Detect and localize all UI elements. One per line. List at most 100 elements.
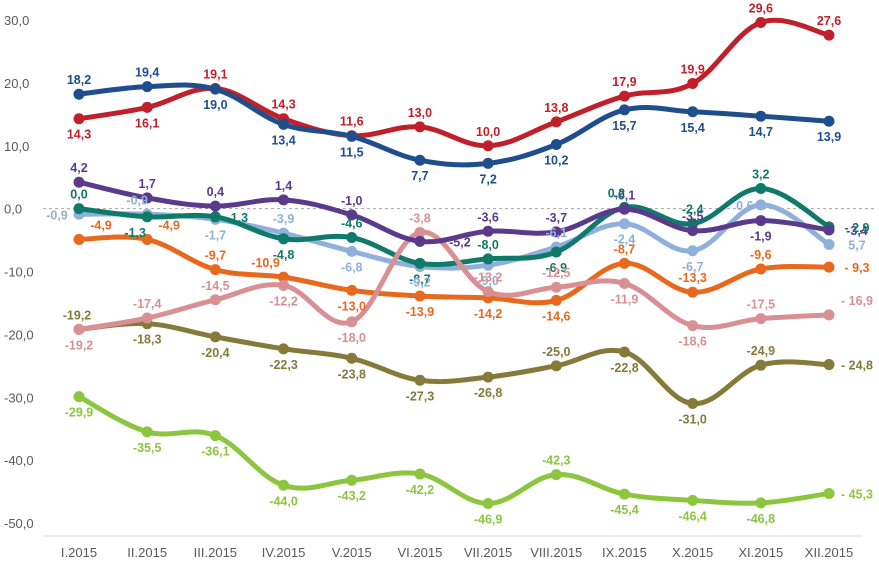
data-label: -19,2 <box>65 338 94 352</box>
data-point <box>209 264 221 276</box>
data-label: 16,1 <box>135 116 159 130</box>
data-point <box>755 497 767 509</box>
data-label: -3,7 <box>545 211 567 225</box>
data-label: -1,3 <box>227 211 249 225</box>
data-label: -4,8 <box>273 248 295 262</box>
data-label: 3,2 <box>752 168 769 182</box>
series-blue <box>73 81 835 169</box>
data-label: -9,2 <box>409 275 431 289</box>
series-pink-labels: -19,2-17,4-14,5-12,2-18,0-3,8-13,2 -12,5-… <box>65 212 873 353</box>
data-label: -6,1 <box>545 226 567 240</box>
data-label: -1,3 <box>124 226 146 240</box>
data-point <box>73 391 85 403</box>
data-point <box>414 374 426 386</box>
data-point <box>687 398 699 410</box>
data-label: 19,9 <box>680 63 704 77</box>
x-tick-label: X.2015 <box>672 545 713 560</box>
data-point <box>346 284 358 296</box>
data-point <box>141 192 153 204</box>
data-point <box>823 238 835 250</box>
data-label: -1,9 <box>750 230 772 244</box>
data-label: 15,7 <box>612 119 636 133</box>
y-tick-label: -50,0 <box>4 516 34 531</box>
series-line <box>76 394 832 507</box>
data-label: -35,5 <box>133 441 162 455</box>
data-label: 18,2 <box>67 73 91 87</box>
series-blue-labels: 18,2 19,4 19,0 13,4 11,5 7,7 7,2 10,2 15,7 15,4 14… <box>67 66 841 187</box>
data-label: -18,3 <box>133 333 162 347</box>
data-point <box>618 257 630 269</box>
data-label: -27,3 <box>406 389 435 403</box>
data-point <box>278 118 290 130</box>
data-point <box>278 233 290 245</box>
x-tick-label: I.2015 <box>61 545 97 560</box>
series-olive-labels: -19,2 -18,3 -20,4 -22,3 -23,8 -27,3 -26,8 -25,0… <box>63 308 873 426</box>
data-point <box>414 154 426 166</box>
data-label: 1,7 <box>138 177 155 191</box>
data-point <box>278 279 290 291</box>
data-label: -6,7 <box>682 260 704 274</box>
data-point <box>209 200 221 212</box>
x-tick-label: VIII.2015 <box>530 545 582 560</box>
data-label: -8,0 <box>477 238 499 252</box>
data-label: 11,5 <box>340 145 364 159</box>
data-label: -20,4 <box>201 346 230 360</box>
data-label: 10,0 <box>476 125 500 139</box>
data-point <box>482 286 494 298</box>
data-label: 7,2 <box>479 172 496 186</box>
data-label: - 9,3 <box>844 261 869 275</box>
data-point <box>278 343 290 355</box>
data-point <box>755 199 767 211</box>
data-label: -2,4 <box>614 233 636 247</box>
data-label: 7,7 <box>411 169 428 183</box>
data-label: - 24,8 <box>841 359 873 373</box>
data-point <box>755 263 767 275</box>
data-label: -42,2 <box>406 483 435 497</box>
data-point <box>823 359 835 371</box>
data-label: 11,6 <box>340 115 364 129</box>
data-point <box>346 232 358 244</box>
data-point <box>414 227 426 239</box>
data-point <box>618 203 630 215</box>
data-point <box>141 211 153 223</box>
series-line <box>76 82 832 168</box>
data-point <box>550 138 562 150</box>
data-label: -4,6 <box>341 217 363 231</box>
data-point <box>209 294 221 306</box>
y-tick-label: -10,0 <box>4 265 34 280</box>
data-label: -11,9 <box>611 292 639 306</box>
data-label: -3,5 <box>682 210 704 224</box>
data-label: -9,7 <box>205 249 227 263</box>
data-point <box>209 83 221 95</box>
data-label: -13,3 <box>678 271 707 285</box>
x-tick-label: IV.2015 <box>262 545 306 560</box>
series-lightblue-labels: -0,9 -0,9 -1,7 -3,9 -6,8 -9,2 -9,0 -6,1 -2,4 -6,7… <box>46 193 866 289</box>
series-teal-labels: 0,0 -1,3 -1,3 -4,8 -4,6 -8,7 -8,0 -6,9 0,2 -2,4 3,… <box>70 168 869 287</box>
data-point <box>346 474 358 486</box>
data-label: -1,7 <box>205 228 227 242</box>
data-label: 5,7 <box>848 238 865 252</box>
data-point <box>141 101 153 113</box>
data-point <box>278 479 290 491</box>
data-label: -14,2 <box>474 307 503 321</box>
data-point <box>755 110 767 122</box>
y-tick-label: -40,0 <box>4 453 34 468</box>
data-label: -18,6 <box>678 335 707 349</box>
data-point <box>550 246 562 258</box>
data-label: -13,0 <box>337 299 366 313</box>
data-label: -17,5 <box>747 298 776 312</box>
data-point <box>346 352 358 364</box>
data-point <box>755 183 767 195</box>
data-label: -18,0 <box>337 331 366 345</box>
data-label: -3,6 <box>477 210 499 224</box>
data-label: -46,8 <box>747 512 776 526</box>
data-point <box>414 257 426 269</box>
y-axis: 30,0 20,0 10,0 0,0 -10,0 -20,0 -30,0 -40,0 -50,0 <box>4 13 34 531</box>
data-point <box>482 140 494 152</box>
data-label: -12,5 <box>542 266 571 280</box>
series-olive <box>73 318 835 410</box>
y-tick-label: 10,0 <box>4 139 29 154</box>
data-label: 0,0 <box>70 188 87 202</box>
data-label: -23,8 <box>337 367 366 381</box>
x-tick-label: IX.2015 <box>602 545 647 560</box>
